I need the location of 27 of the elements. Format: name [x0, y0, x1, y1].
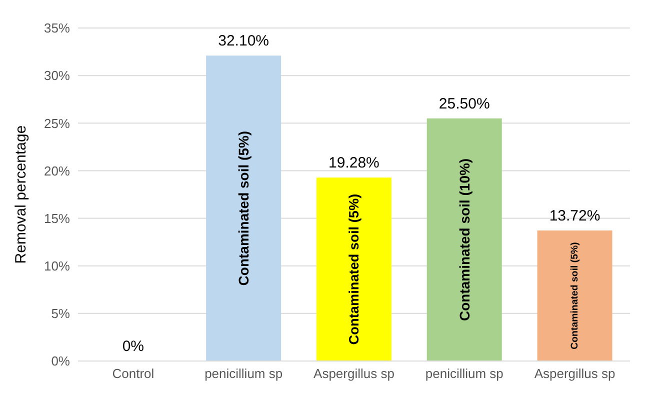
x-tick-label: penicillium sp — [204, 366, 283, 382]
y-tick-label: 10% — [44, 258, 70, 274]
y-tick-label: 25% — [44, 116, 70, 131]
annotation: Contaminated soil (5%) — [569, 242, 580, 350]
x-tick-label: penicillium sp — [425, 366, 504, 382]
annotation: Contaminated soil (5%) — [346, 194, 362, 345]
x-tick-label: Aspergillus sp — [534, 366, 616, 382]
data-label: 25.50% — [438, 95, 490, 112]
data-label: 13.72% — [549, 207, 600, 224]
annotation: Contaminated soil (10%) — [456, 158, 472, 321]
y-tick-label: 15% — [44, 210, 70, 226]
y-tick-label: 5% — [51, 306, 70, 322]
y-tick-label: 0% — [51, 354, 70, 369]
y-tick-label: 35% — [44, 20, 70, 36]
data-label: 32.10% — [218, 32, 269, 50]
x-tick-label: Control — [112, 366, 154, 382]
x-tick-label: Aspergillus sp — [314, 366, 394, 382]
annotation: Contaminated soil (5%) — [236, 130, 252, 286]
bar — [206, 56, 282, 361]
y-tick-label: 20% — [44, 163, 70, 178]
bar — [426, 118, 502, 361]
data-label: 19.28% — [328, 154, 380, 172]
y-axis-title: Removal percentage — [12, 125, 30, 264]
bar — [316, 178, 392, 361]
data-label: 0% — [122, 338, 144, 355]
y-tick-label: 30% — [44, 68, 70, 84]
bar — [537, 230, 612, 361]
